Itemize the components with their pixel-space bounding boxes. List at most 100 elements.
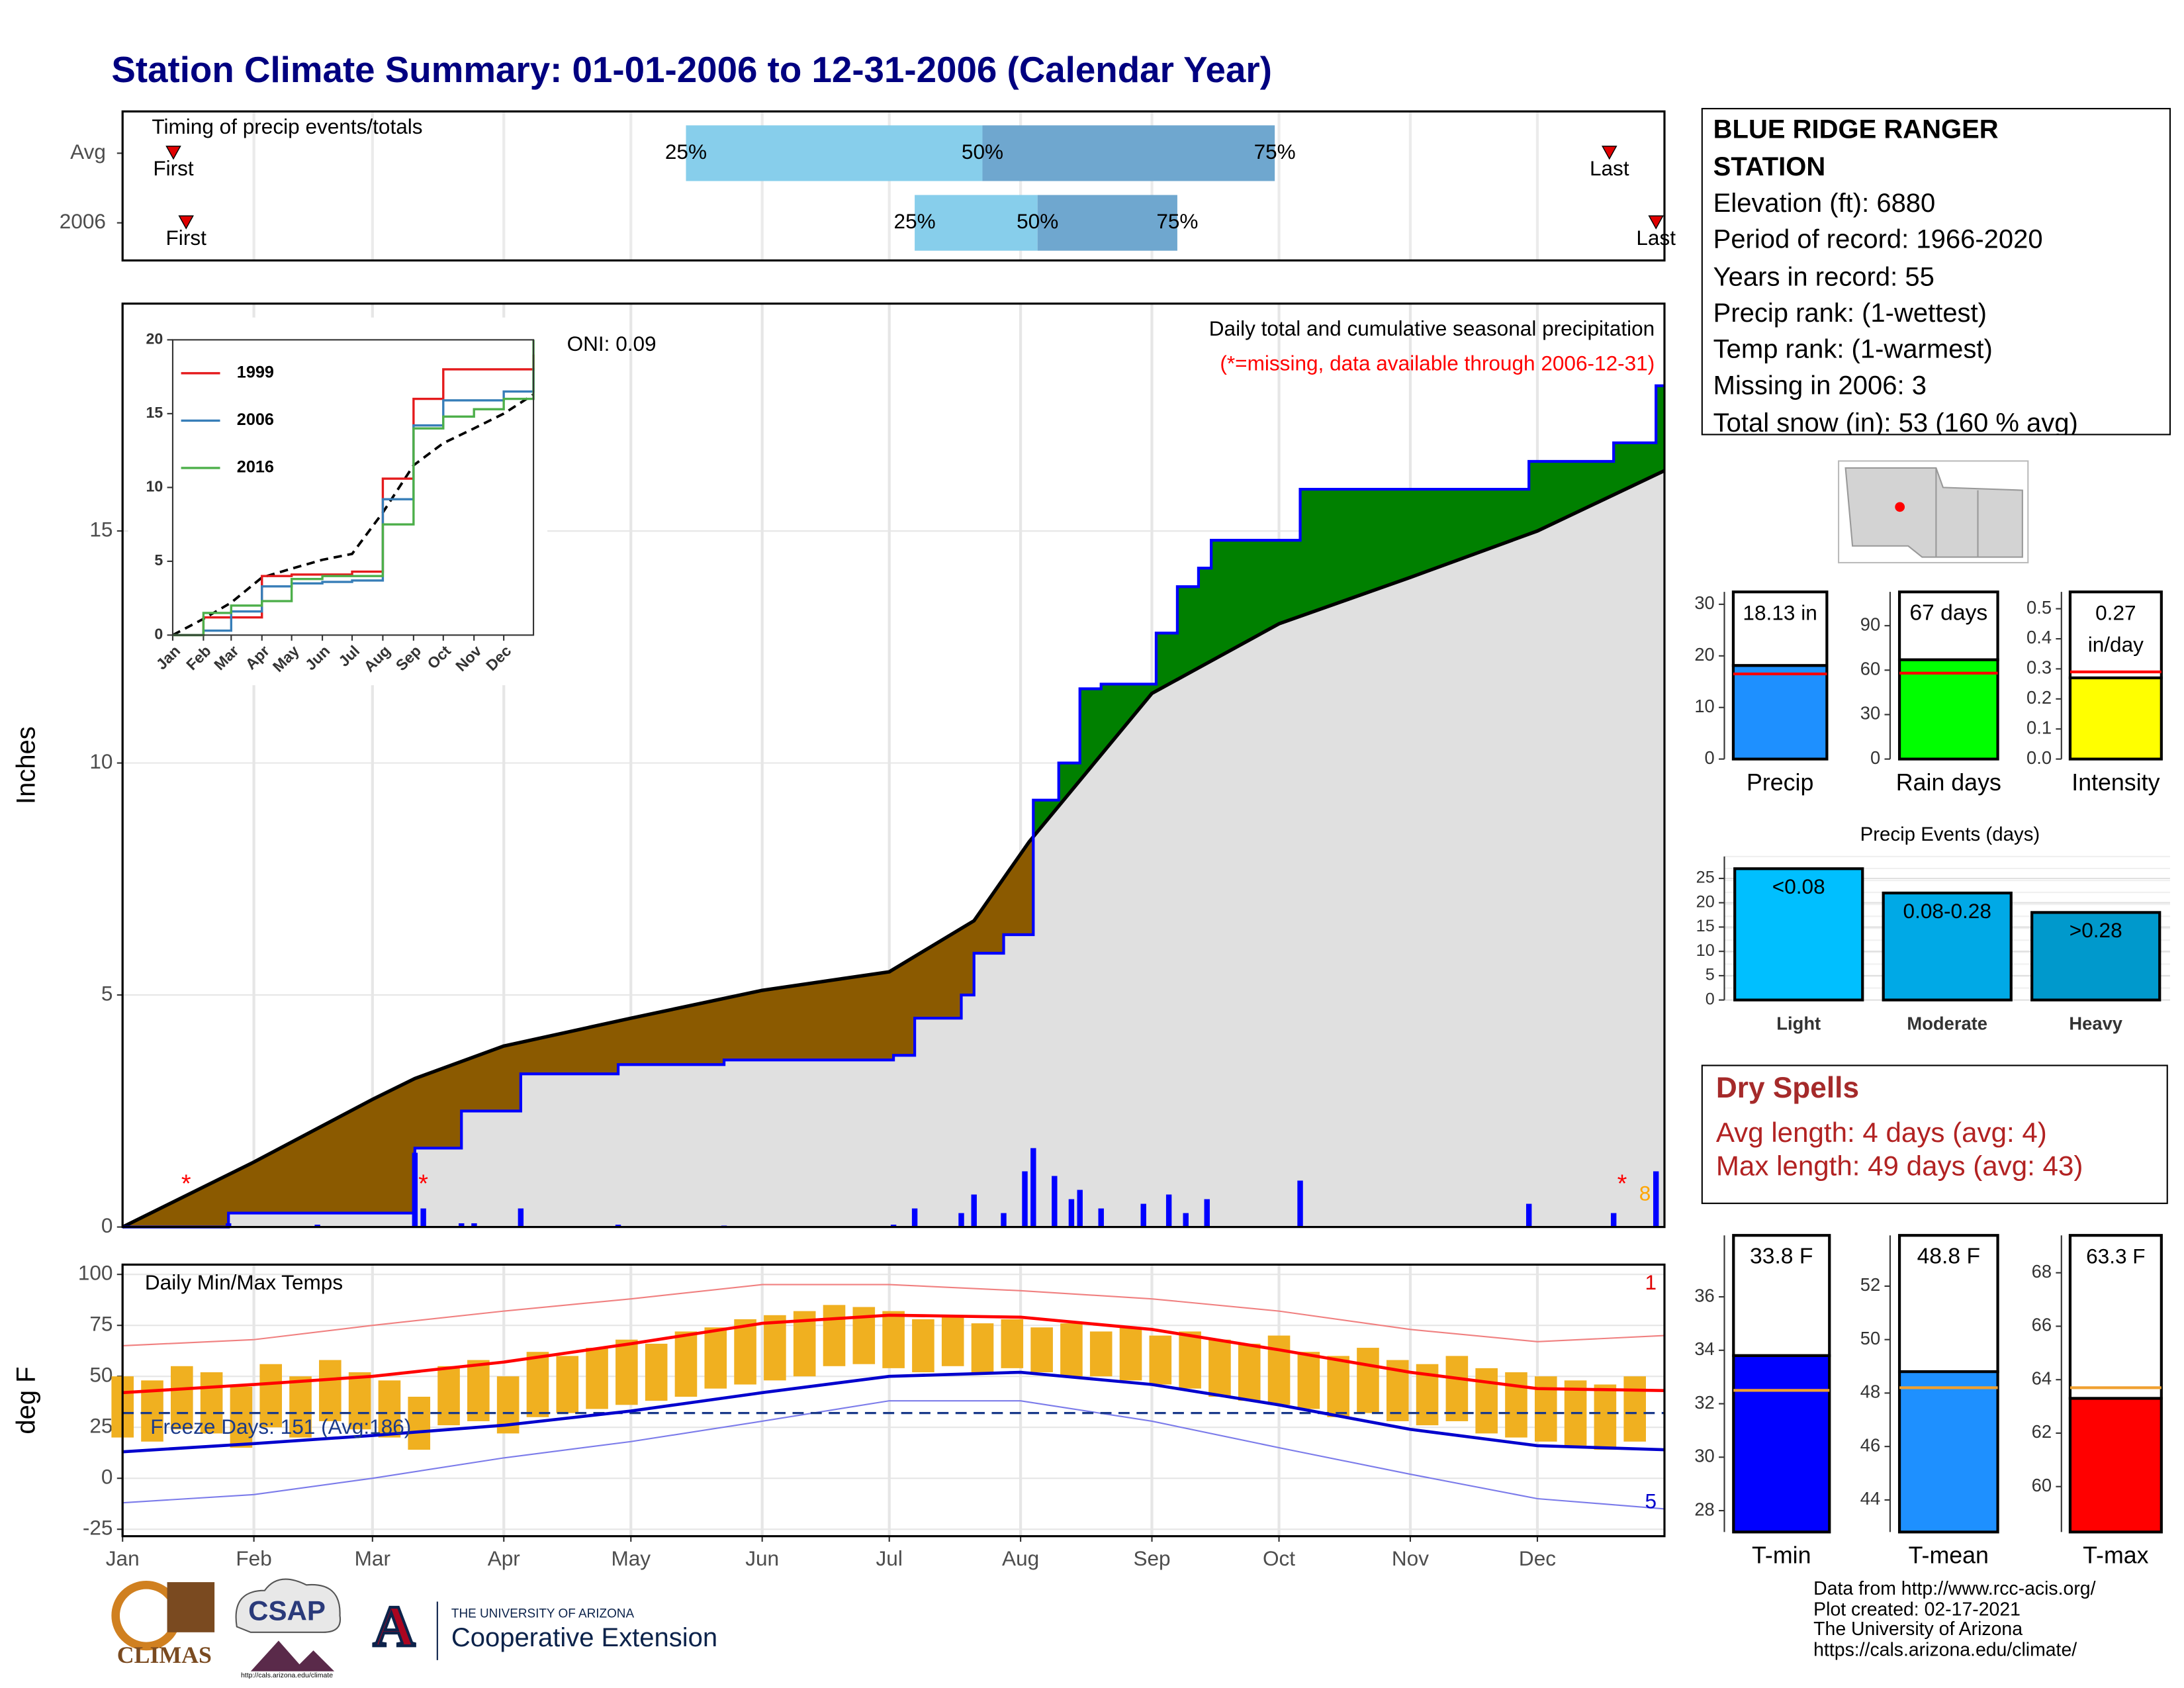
daily-bar — [890, 1225, 897, 1227]
daily-bar — [1140, 1203, 1146, 1227]
y-tick-label: 32 — [1694, 1392, 1714, 1413]
range-label: >0.28 — [2070, 918, 2122, 942]
range-label: <0.08 — [1772, 874, 1825, 898]
value-label-box-body: 33.8 F — [1733, 1238, 1829, 1305]
y-tick-label: 36 — [1694, 1285, 1714, 1305]
dry-spell-box — [1701, 1064, 2168, 1204]
y-tick-label: 20 — [146, 330, 163, 347]
category-label: Light — [1776, 1013, 1821, 1034]
daily-range-bar — [1357, 1348, 1379, 1413]
daily-bar — [1068, 1199, 1075, 1227]
y-tick-label: 30 — [1694, 592, 1714, 613]
daily-range-bar — [704, 1327, 727, 1389]
dry-spells-body: Dry Spells Avg length: 4 days (avg: 4) Max… — [1716, 1070, 2161, 1202]
x-tick-label: Mar — [355, 1546, 390, 1570]
value-label-box: 48.8 F — [1917, 1244, 1981, 1269]
event-label: Last — [1590, 156, 1629, 180]
y-tick-label: 15 — [146, 404, 163, 421]
legend-label: 1999 — [237, 363, 274, 382]
avg-min-line — [122, 1370, 1665, 1454]
station-line: Total snow (in): 53 (160 % avg) — [1713, 409, 2078, 435]
daily-range-bar — [1623, 1376, 1646, 1442]
daily-range-bar — [556, 1356, 579, 1413]
series-line — [172, 340, 535, 637]
avg-max-line — [122, 1313, 1665, 1395]
daily-range-bar — [1179, 1331, 1201, 1389]
daily-range-bar — [674, 1331, 698, 1397]
daily-bar — [1653, 1171, 1659, 1227]
bar — [1731, 664, 1829, 761]
dry-spell-line: Avg length: 4 days (avg: 4) — [1715, 1118, 2047, 1149]
record-low-line — [122, 1400, 1665, 1510]
x-tick-label: Aug — [1002, 1546, 1039, 1570]
logo-text: THE UNIVERSITY OF ARIZONA — [451, 1607, 635, 1620]
daily-bar — [971, 1194, 977, 1227]
bar — [1897, 658, 1999, 761]
value-label-box: 33.8 F — [1733, 1238, 1829, 1305]
daily-range-bar — [289, 1376, 312, 1438]
footer-line: https://cals.arizona.edu/climate/ — [1813, 1638, 2077, 1660]
range-label: 0.08-0.28 — [1903, 899, 1991, 923]
dry-spells: Dry Spells Avg length: 4 days (avg: 4)Max… — [1716, 1070, 2161, 1202]
category-label: Precip — [1747, 769, 1813, 796]
y-tick-label: 20 — [1696, 892, 1715, 911]
reference-line — [172, 393, 535, 637]
daily-range-bar — [1089, 1331, 1113, 1377]
bar — [2030, 911, 2161, 1002]
y-tick-label: 0 — [154, 626, 163, 643]
value-label-box: 63.3 F — [2086, 1245, 2146, 1269]
y-tick-label: 0 — [1870, 747, 1880, 768]
daily-bar — [226, 1223, 232, 1227]
label-box — [1897, 1234, 1999, 1374]
station-name: BLUE RIDGE RANGER STATION — [1713, 115, 1999, 183]
y-axis-title: deg F — [12, 1366, 41, 1434]
missing-marker: * — [181, 1170, 191, 1197]
daily-bar — [471, 1223, 477, 1227]
footer-line: The University of Arizona — [1813, 1618, 2023, 1640]
quartile-label: 50% — [962, 140, 1003, 164]
y-tick-label: 44 — [1860, 1488, 1880, 1509]
high-note: 1 — [1645, 1270, 1657, 1294]
station-line: Period of record: 1966-2020 — [1713, 226, 2043, 256]
y-tick-label: -25 — [83, 1516, 113, 1540]
quartile-bar — [982, 125, 1275, 181]
y-tick-label: 0 — [101, 1213, 113, 1237]
station-info: BLUE RIDGE RANGER STATION Elevation (ft):… — [1713, 111, 2167, 435]
legend-label: 2006 — [237, 410, 274, 429]
label-box — [1731, 590, 1829, 667]
daily-range-bar — [467, 1360, 490, 1421]
y-tick-label: 75 — [89, 1312, 113, 1336]
logos: CLIMAS CSAP http://cals.arizona.edu/clim… — [111, 1578, 717, 1679]
x-tick-label: Dec — [1519, 1546, 1556, 1570]
value-label-box: 67 days — [1899, 594, 1997, 661]
bar — [1732, 1354, 1831, 1534]
category-label: T-mean — [1909, 1542, 1989, 1569]
quartile-bar — [915, 195, 1038, 251]
y-tick-label: 68 — [2032, 1261, 2052, 1282]
label-box — [2068, 590, 2163, 680]
quartile-bar — [686, 125, 983, 181]
bar — [1733, 867, 1864, 1002]
daily-range-bar — [230, 1386, 253, 1448]
daily-range-bar — [734, 1319, 756, 1385]
page-title: Station Climate Summary: 01-01-2006 to 1… — [111, 49, 1272, 90]
y-tick-label: 0 — [101, 1465, 113, 1489]
daily-range-bar — [1594, 1384, 1617, 1450]
y-tick-label: 10 — [146, 477, 163, 494]
station-info-body: BLUE RIDGE RANGER STATION Elevation (ft):… — [1713, 111, 2167, 435]
y-tick-label: 10 — [1696, 941, 1715, 960]
daily-range-bar — [200, 1372, 223, 1434]
y-tick-label: 50 — [1860, 1328, 1880, 1348]
daily-range-bar — [259, 1364, 283, 1428]
y-tick-label: 34 — [1694, 1338, 1714, 1359]
y-tick-label: 100 — [78, 1261, 113, 1285]
x-tick-label: Jan — [106, 1546, 140, 1570]
daily-bar — [518, 1208, 524, 1227]
x-tick-label: May — [611, 1546, 651, 1570]
daily-range-bar — [526, 1352, 549, 1417]
series-line — [172, 354, 535, 637]
value-label: 48.8 F — [1917, 1244, 1981, 1269]
chart-title: Precip Events (days) — [1860, 823, 2040, 845]
value-label-box-body: 67 days — [1899, 594, 1997, 661]
